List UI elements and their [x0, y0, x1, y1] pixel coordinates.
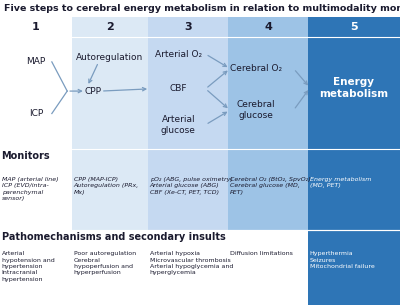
Bar	[148, 37, 228, 149]
Text: Arterial
hypotension and
hypertension
Intracranial
hypertension: Arterial hypotension and hypertension In…	[2, 251, 54, 282]
Text: CBF: CBF	[170, 84, 187, 93]
Text: CPP: CPP	[85, 87, 102, 95]
Text: Energy
metabolism: Energy metabolism	[320, 77, 388, 99]
Bar	[148, 17, 228, 37]
Bar	[72, 149, 148, 230]
Text: Arterial
glucose: Arterial glucose	[161, 115, 196, 135]
Bar	[0, 230, 400, 305]
Bar	[308, 230, 400, 305]
Text: pO₂ (ABG, pulse oximetry)
Arterial glucose (ABG)
CBF (Xe-CT, PET, TCD): pO₂ (ABG, pulse oximetry) Arterial gluco…	[150, 177, 232, 195]
Text: Cerebral
glucose: Cerebral glucose	[237, 100, 275, 120]
Text: Pathomechanisms and secondary insults: Pathomechanisms and secondary insults	[2, 232, 225, 242]
Bar	[0, 17, 72, 37]
Bar	[72, 37, 148, 149]
Text: Diffusion limitations: Diffusion limitations	[230, 251, 292, 256]
Text: Cerebral O₂: Cerebral O₂	[230, 64, 282, 73]
Text: ICP: ICP	[29, 109, 43, 118]
Bar	[308, 149, 400, 230]
Text: Five steps to cerebral energy metabolism in relation to multimodality monitoring: Five steps to cerebral energy metabolism…	[4, 4, 400, 13]
Text: 3: 3	[184, 22, 192, 32]
Bar	[308, 17, 400, 37]
Text: 5: 5	[350, 22, 358, 32]
Bar	[228, 37, 308, 149]
Bar	[0, 149, 72, 230]
Text: CPP (MAP-ICP)
Autoregulation (PRx,
Mx): CPP (MAP-ICP) Autoregulation (PRx, Mx)	[74, 177, 139, 195]
Text: 4: 4	[264, 22, 272, 32]
Text: Poor autoregulation
Cerebral
hypoperfusion and
hyperperfusion: Poor autoregulation Cerebral hypoperfusi…	[74, 251, 136, 275]
Bar	[0, 37, 72, 149]
Text: Hyperthermia
Seizures
Mitochondrial failure: Hyperthermia Seizures Mitochondrial fail…	[310, 251, 374, 269]
Text: MAP (arterial line)
ICP (EVD/intra-
parenchymal
sensor): MAP (arterial line) ICP (EVD/intra- pare…	[2, 177, 58, 201]
Bar	[72, 17, 148, 37]
Text: 1: 1	[32, 22, 40, 32]
Bar	[308, 37, 400, 149]
Text: Autoregulation: Autoregulation	[76, 53, 144, 62]
Text: Monitors: Monitors	[2, 151, 50, 161]
Bar	[228, 149, 308, 230]
Bar	[0, 0, 400, 17]
Text: MAP: MAP	[26, 57, 46, 66]
Text: Arterial hypoxia
Microvascular thrombosis
Arterial hypoglycemia and
hyperglycemi: Arterial hypoxia Microvascular thrombosi…	[150, 251, 233, 275]
Text: Energy metabolism
(MD, PET): Energy metabolism (MD, PET)	[310, 177, 371, 188]
Bar	[148, 149, 228, 230]
Text: 2: 2	[106, 22, 114, 32]
Bar	[228, 17, 308, 37]
Text: Arterial O₂: Arterial O₂	[155, 49, 202, 59]
Text: Cerebral O₂ (BtO₂, SpvO₂)
Cerebral glucose (MD,
PET): Cerebral O₂ (BtO₂, SpvO₂) Cerebral gluco…	[230, 177, 310, 195]
